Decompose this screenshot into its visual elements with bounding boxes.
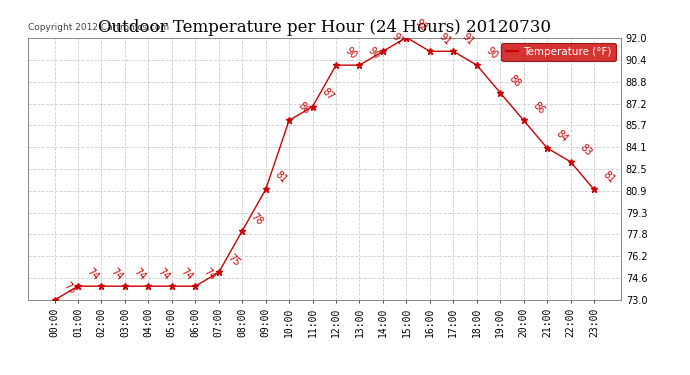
Text: 84: 84 [554, 128, 570, 144]
Text: 74: 74 [132, 266, 148, 282]
Text: 83: 83 [578, 142, 593, 158]
Text: 74: 74 [202, 266, 218, 282]
Text: 88: 88 [507, 73, 523, 88]
Text: 90: 90 [484, 45, 500, 61]
Text: 81: 81 [601, 170, 617, 185]
Text: 74: 74 [155, 266, 171, 282]
Text: 73: 73 [61, 280, 77, 296]
Text: 91: 91 [460, 32, 476, 47]
Text: 86: 86 [296, 100, 312, 116]
Text: 90: 90 [366, 45, 382, 61]
Text: 91: 91 [390, 32, 406, 47]
Legend: Temperature (°F): Temperature (°F) [502, 43, 615, 61]
Text: 74: 74 [85, 266, 101, 282]
Text: 92: 92 [413, 18, 429, 33]
Title: Outdoor Temperature per Hour (24 Hours) 20120730: Outdoor Temperature per Hour (24 Hours) … [98, 19, 551, 36]
Text: 86: 86 [531, 100, 546, 116]
Text: 75: 75 [226, 252, 241, 268]
Text: 74: 74 [108, 266, 124, 282]
Text: 91: 91 [437, 32, 453, 47]
Text: 81: 81 [273, 170, 288, 185]
Text: Copyright 2012 Cartronics.com: Copyright 2012 Cartronics.com [28, 23, 169, 32]
Text: 74: 74 [179, 266, 195, 282]
Text: 87: 87 [319, 87, 335, 102]
Text: 90: 90 [343, 45, 359, 61]
Text: 78: 78 [249, 211, 265, 227]
